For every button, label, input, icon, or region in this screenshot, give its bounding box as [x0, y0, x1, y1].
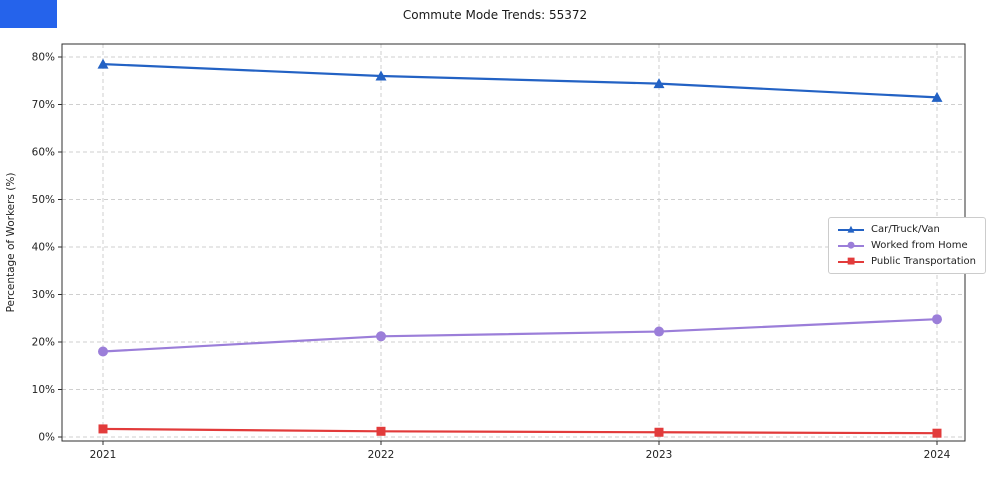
- legend-item-public-transportation: ■ Public Transportation: [838, 256, 976, 267]
- legend-item-car-truck-van: ▲ Car/Truck/Van: [838, 224, 976, 235]
- circle-marker-icon: [654, 326, 664, 337]
- triangle-marker-icon: [97, 58, 109, 69]
- legend-label: Car/Truck/Van: [871, 224, 940, 235]
- x-tick-label: 2023: [646, 449, 673, 461]
- series-line-car-truck-van: [101, 63, 939, 99]
- x-tick-label: 2022: [368, 449, 395, 461]
- y-tick-label: 70%: [32, 99, 55, 111]
- legend-line-sample: [838, 244, 864, 247]
- legend-line-sample: [838, 228, 864, 231]
- series-line-worked-from-home: [101, 318, 939, 353]
- chart-title: Commute Mode Trends: 55372: [402, 8, 588, 22]
- triangle-marker-icon: [375, 70, 387, 81]
- square-marker-icon: [654, 427, 664, 437]
- square-marker-icon: [376, 426, 386, 436]
- square-marker-icon: [932, 428, 942, 438]
- y-tick-label: 40%: [32, 242, 55, 254]
- legend-label: Worked from Home: [871, 240, 968, 251]
- legend-label: Public Transportation: [871, 256, 976, 267]
- square-marker-icon: [98, 424, 108, 434]
- triangle-marker-icon: [931, 91, 943, 102]
- legend-marker-glyph: ▲: [847, 224, 855, 234]
- x-tick-label: 2024: [924, 449, 951, 461]
- y-axis-label: Percentage of Workers (%): [5, 173, 17, 313]
- y-tick-label: 10%: [32, 384, 55, 396]
- legend-marker-glyph: ■: [846, 256, 856, 266]
- triangle-marker-icon: [653, 78, 665, 89]
- y-tick-label: 20%: [32, 337, 55, 349]
- square-marker-icon: ■: [838, 256, 864, 267]
- legend-line-sample: [838, 260, 864, 263]
- top-left-blue-bar: [0, 0, 57, 28]
- legend-item-worked-from-home: ● Worked from Home: [838, 240, 976, 251]
- circle-marker-icon: [98, 346, 108, 357]
- circle-marker-icon: [932, 314, 942, 325]
- y-tick-label: 60%: [32, 147, 55, 159]
- y-tick-label: 30%: [32, 289, 55, 301]
- x-tick-label: 2021: [90, 449, 117, 461]
- circle-marker-icon: ●: [838, 240, 864, 251]
- triangle-marker-icon: ▲: [838, 224, 864, 235]
- y-tick-label: 50%: [32, 194, 55, 206]
- legend-marker-glyph: ●: [847, 240, 855, 250]
- y-tick-label: 80%: [32, 52, 55, 64]
- legend: ▲ Car/Truck/Van ● Worked from Home ■ Pub…: [828, 217, 986, 274]
- y-tick-label: 0%: [38, 432, 55, 444]
- circle-marker-icon: [376, 331, 386, 342]
- series-line-public-transportation: [101, 427, 939, 435]
